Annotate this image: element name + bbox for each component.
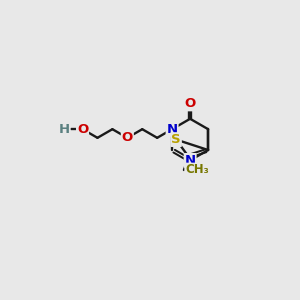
Text: O: O [77,123,88,136]
Text: S: S [171,133,181,146]
Text: H: H [58,123,70,136]
Text: O: O [184,98,196,110]
Text: N: N [167,123,178,136]
Text: N: N [184,154,196,167]
Text: CH₃: CH₃ [185,164,209,176]
Text: O: O [122,131,133,144]
